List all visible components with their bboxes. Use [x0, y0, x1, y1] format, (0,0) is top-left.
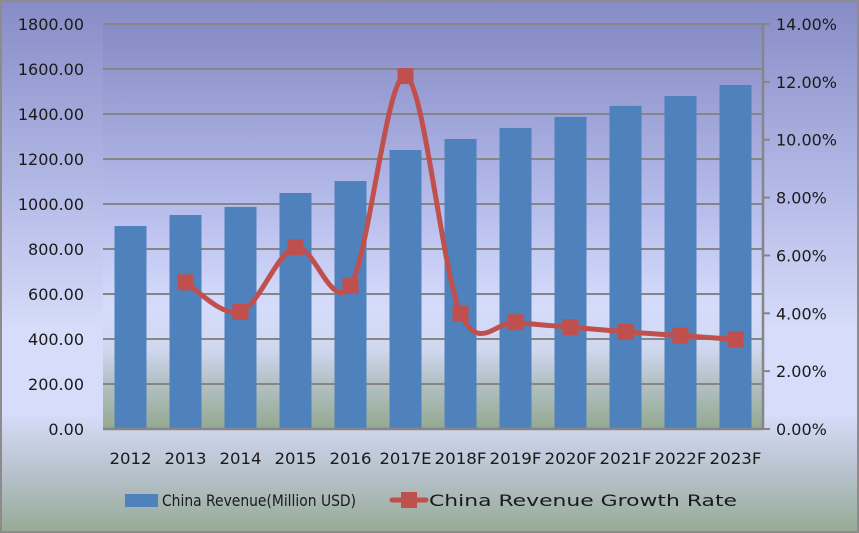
right-axis-tick-label: 12.00%	[776, 73, 837, 92]
bar-2017E	[389, 150, 422, 429]
x-axis-tick-label: 2020F	[545, 449, 597, 468]
left-axis-tick-label: 1400.00	[18, 105, 84, 124]
x-axis-tick-label: 2015	[275, 449, 317, 468]
legend-swatch-revenue	[125, 494, 158, 507]
bar-2013	[169, 215, 202, 429]
left-axis-tick-label: 1000.00	[18, 195, 84, 214]
bar-2016	[334, 181, 367, 429]
x-axis-tick-label: 2019F	[490, 449, 542, 468]
growth-marker-2021F	[617, 323, 634, 340]
plot-area	[103, 24, 763, 429]
right-axis-ticks: 0.00% 2.00% 4.00% 6.00% 8.00% 10.00% 12.00% 14.…	[776, 15, 837, 439]
x-axis-tick-label: 2012	[110, 449, 152, 468]
bar-2022F	[664, 96, 697, 429]
growth-marker-2019F	[507, 314, 524, 331]
left-axis-tick-label: 0.00	[48, 420, 84, 439]
right-axis-tick-label: 4.00%	[776, 304, 827, 323]
x-axis-tick-label: 2018F	[435, 449, 487, 468]
revenue-bars	[114, 84, 752, 430]
right-axis-tick-label: 2.00%	[776, 362, 827, 381]
legend-label-growth: China Revenue Growth Rate	[429, 491, 737, 510]
left-axis-tick-label: 1600.00	[18, 60, 84, 79]
growth-rate-line	[177, 68, 744, 348]
left-axis-tick-label: 800.00	[28, 240, 84, 259]
growth-marker-2015	[287, 239, 304, 256]
growth-marker-2020F	[562, 319, 579, 336]
growth-marker-2014	[232, 303, 249, 320]
growth-marker-2016	[342, 277, 359, 294]
x-axis-tick-label: 2022F	[655, 449, 707, 468]
left-axis-ticks: 0.00 200.00 400.00 600.00 800.00 1000.00 1200.…	[18, 15, 84, 439]
growth-marker-2022F	[672, 327, 689, 344]
growth-marker-2017E	[397, 68, 414, 85]
bar-2023F	[719, 84, 752, 429]
growth-marker-2018F	[452, 305, 469, 322]
legend-swatch-growth-marker	[401, 492, 417, 508]
right-axis-tick-label: 6.00%	[776, 246, 827, 265]
gridlines	[103, 23, 763, 385]
x-axis-ticks: 2012 2013 2014 2015 2016 2017E 2018F 2019F 2020F…	[110, 449, 762, 468]
right-axis-tick-label: 10.00%	[776, 131, 837, 150]
left-axis-tick-label: 400.00	[28, 330, 84, 349]
right-axis-tick-label: 14.00%	[776, 15, 837, 34]
right-axis-tick-label: 8.00%	[776, 189, 827, 208]
legend-label-revenue: China Revenue(Million USD)	[162, 491, 356, 510]
left-axis-tick-label: 1800.00	[18, 15, 84, 34]
bar-2015	[279, 192, 312, 429]
axes	[103, 23, 770, 431]
bar-2021F	[609, 105, 642, 430]
left-axis-tick-label: 200.00	[28, 375, 84, 394]
left-axis-tick-label: 1200.00	[18, 150, 84, 169]
left-axis-tick-label: 600.00	[28, 285, 84, 304]
bar-2012	[114, 226, 147, 429]
x-axis-tick-label: 2023F	[710, 449, 762, 468]
x-axis-tick-label: 2021F	[600, 449, 652, 468]
x-axis-tick-label: 2017E	[380, 449, 432, 468]
bar-2020F	[554, 116, 587, 430]
x-axis-tick-label: 2016	[330, 449, 372, 468]
bar-2019F	[499, 127, 532, 429]
x-axis-tick-label: 2014	[220, 449, 262, 468]
right-axis-tick-label: 0.00%	[776, 420, 827, 439]
growth-marker-2013	[177, 274, 194, 291]
legend: China Revenue(Million USD) China Revenue…	[125, 491, 737, 510]
x-axis-tick-label: 2013	[165, 449, 207, 468]
growth-marker-2023F	[727, 331, 744, 348]
